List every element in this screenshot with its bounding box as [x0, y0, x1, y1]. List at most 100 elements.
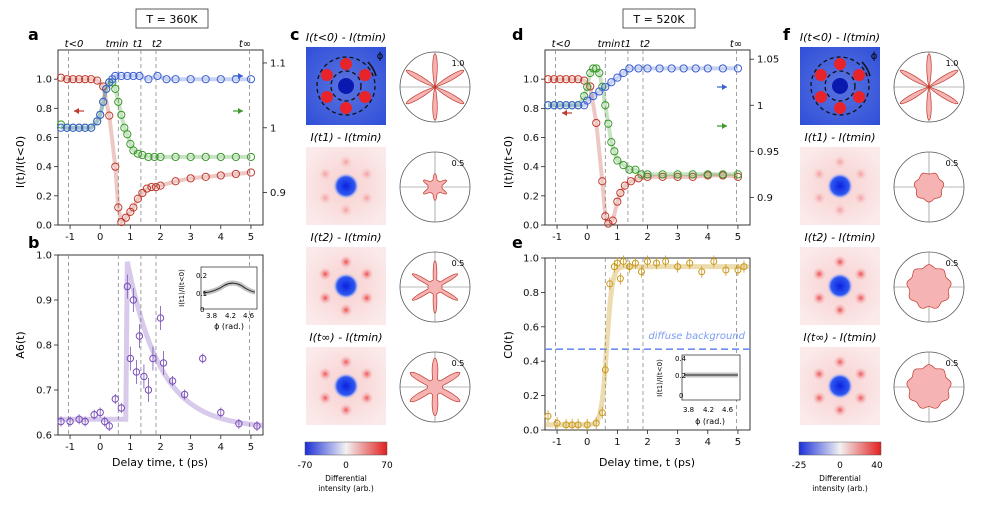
plot-a-point-blue	[56, 123, 66, 132]
plot-a-ytick-right: 1.1	[270, 58, 286, 69]
svg-text:40: 40	[871, 461, 883, 471]
svg-text:ϕ (rad.): ϕ (rad.)	[695, 417, 725, 426]
plot-d-point-green	[607, 138, 616, 147]
plot-a-point-green	[108, 78, 117, 87]
plot-a-xtick: 3	[187, 232, 193, 243]
plot-e-point	[553, 419, 561, 427]
polar-c-0: 1.0	[399, 51, 471, 123]
plot-a-point-green	[231, 152, 240, 162]
plot-d-point-green	[619, 161, 628, 170]
image-c-1-bragg-peak	[359, 167, 374, 181]
polar-f-0-scale-label: 1.0	[946, 59, 959, 68]
plot-d-point-red	[616, 188, 625, 198]
plot-b-point	[199, 354, 207, 363]
plot-a-point-green	[216, 152, 225, 162]
image-c-1-bragg-peak	[318, 191, 333, 205]
plot-a-point-blue	[135, 71, 144, 81]
image-title-right: I(t1) - I(tmin)	[805, 131, 876, 144]
plot-a-xtick: 4	[218, 232, 224, 243]
plot-d-point-blue	[625, 64, 634, 73]
plot-d-xtick: 3	[674, 232, 680, 243]
plot-a-point-green	[133, 149, 142, 158]
ylabel-b: A6(t)	[14, 331, 27, 358]
image-f-3-bragg-peak	[853, 367, 868, 381]
plot-e-point	[606, 280, 614, 288]
image-c-0-bragg-peak	[340, 58, 352, 70]
image-f-1	[800, 147, 880, 225]
plot-d-point-red	[598, 177, 607, 186]
image-title-left: I(t2) - I(tmin)	[311, 231, 382, 244]
plot-b-point	[66, 417, 74, 426]
plot-b-point	[96, 408, 104, 417]
plot-e-fit	[545, 264, 749, 428]
temp-label-left: T = 360K	[145, 13, 198, 26]
plot-d-point-green	[658, 170, 667, 179]
plot-b-fit	[58, 261, 264, 428]
arrow-blue-a-head	[238, 73, 243, 79]
svg-text:t2: t2	[640, 39, 650, 50]
polar-f-1-scale-label: 0.5	[946, 159, 959, 168]
image-c-1-bragg-peak	[318, 167, 333, 181]
plot-d-point-blue	[595, 87, 604, 96]
plot-d-point-red	[568, 75, 577, 84]
plot-a-point-red	[114, 203, 123, 212]
plot-a-point-red	[68, 75, 78, 84]
plot-b-point	[126, 354, 135, 363]
plot-d-point-red	[733, 172, 743, 181]
image-c-3-bragg-peak	[318, 391, 333, 405]
plot-a-point-red	[138, 188, 147, 198]
plot-b-point	[111, 395, 119, 403]
plot-e-point	[653, 259, 661, 267]
plot-e-xtick: 2	[644, 437, 650, 448]
plot-a-point-red	[81, 75, 90, 84]
image-title-right: I(t∞) - I(tmin)	[803, 331, 876, 344]
polar-f-2-scale-label: 0.5	[946, 259, 959, 268]
plot-a-point-red	[246, 168, 256, 177]
image-f-0-bragg-peak	[853, 91, 866, 103]
image-f-3-bragg-peak	[812, 391, 827, 405]
image-c-2	[306, 247, 386, 325]
image-c-0-phi-label: ϕ	[377, 51, 384, 62]
plot-d-point-blue	[543, 101, 553, 110]
svg-text:0: 0	[679, 392, 683, 400]
plot-a-point-blue	[68, 123, 78, 132]
plot-e-point	[592, 419, 600, 427]
axes-e	[544, 257, 751, 431]
plot-d-point-blue	[655, 64, 664, 73]
plot-d-point-green	[595, 68, 604, 78]
image-c-2-bragg-peak	[359, 291, 374, 305]
plot-a-point-green	[117, 110, 126, 119]
plot-b-point	[105, 422, 113, 430]
plot-a-point-blue	[99, 97, 108, 106]
svg-text:t2: t2	[152, 39, 162, 50]
arrow-blue-d-head	[722, 84, 727, 90]
image-c-2-bragg-peak	[359, 267, 374, 281]
plot-a-ytick: 0.6	[36, 133, 52, 144]
plot-b-xtick: 3	[187, 442, 193, 453]
image-title-left: I(t∞) - I(tmin)	[309, 331, 382, 344]
plot-a-xtick: 1	[127, 232, 133, 243]
svg-text:3.8: 3.8	[683, 406, 694, 414]
svg-text:0.2: 0.2	[196, 272, 207, 280]
image-f-2-bragg-peak	[833, 255, 847, 269]
plot-e-point	[574, 421, 582, 429]
plot-b-xtick: 0	[97, 442, 103, 453]
plot-e-ytick: 0.4	[523, 357, 539, 368]
image-c-1	[306, 147, 386, 225]
plot-d-point-green	[589, 64, 598, 73]
image-f-0-phi-label: ϕ	[871, 51, 878, 62]
polar-c-3: 0.5	[399, 351, 471, 423]
plot-a-fit-green	[60, 80, 251, 159]
plot-a-point-blue	[96, 110, 105, 119]
plot-e-xtick: 3	[674, 437, 680, 448]
image-f-2-bragg-peak	[853, 267, 868, 281]
plot-b-point	[159, 359, 168, 367]
image-f-2-center	[827, 273, 853, 299]
image-c-1-bragg-peak	[339, 203, 353, 217]
plot-d-point-blue	[555, 101, 565, 110]
plot-e-point	[662, 257, 670, 265]
plot-a-point-green	[201, 152, 210, 162]
plot-a-point-red	[201, 172, 210, 181]
plot-b-point	[101, 417, 109, 426]
plot-b-point	[180, 390, 189, 399]
